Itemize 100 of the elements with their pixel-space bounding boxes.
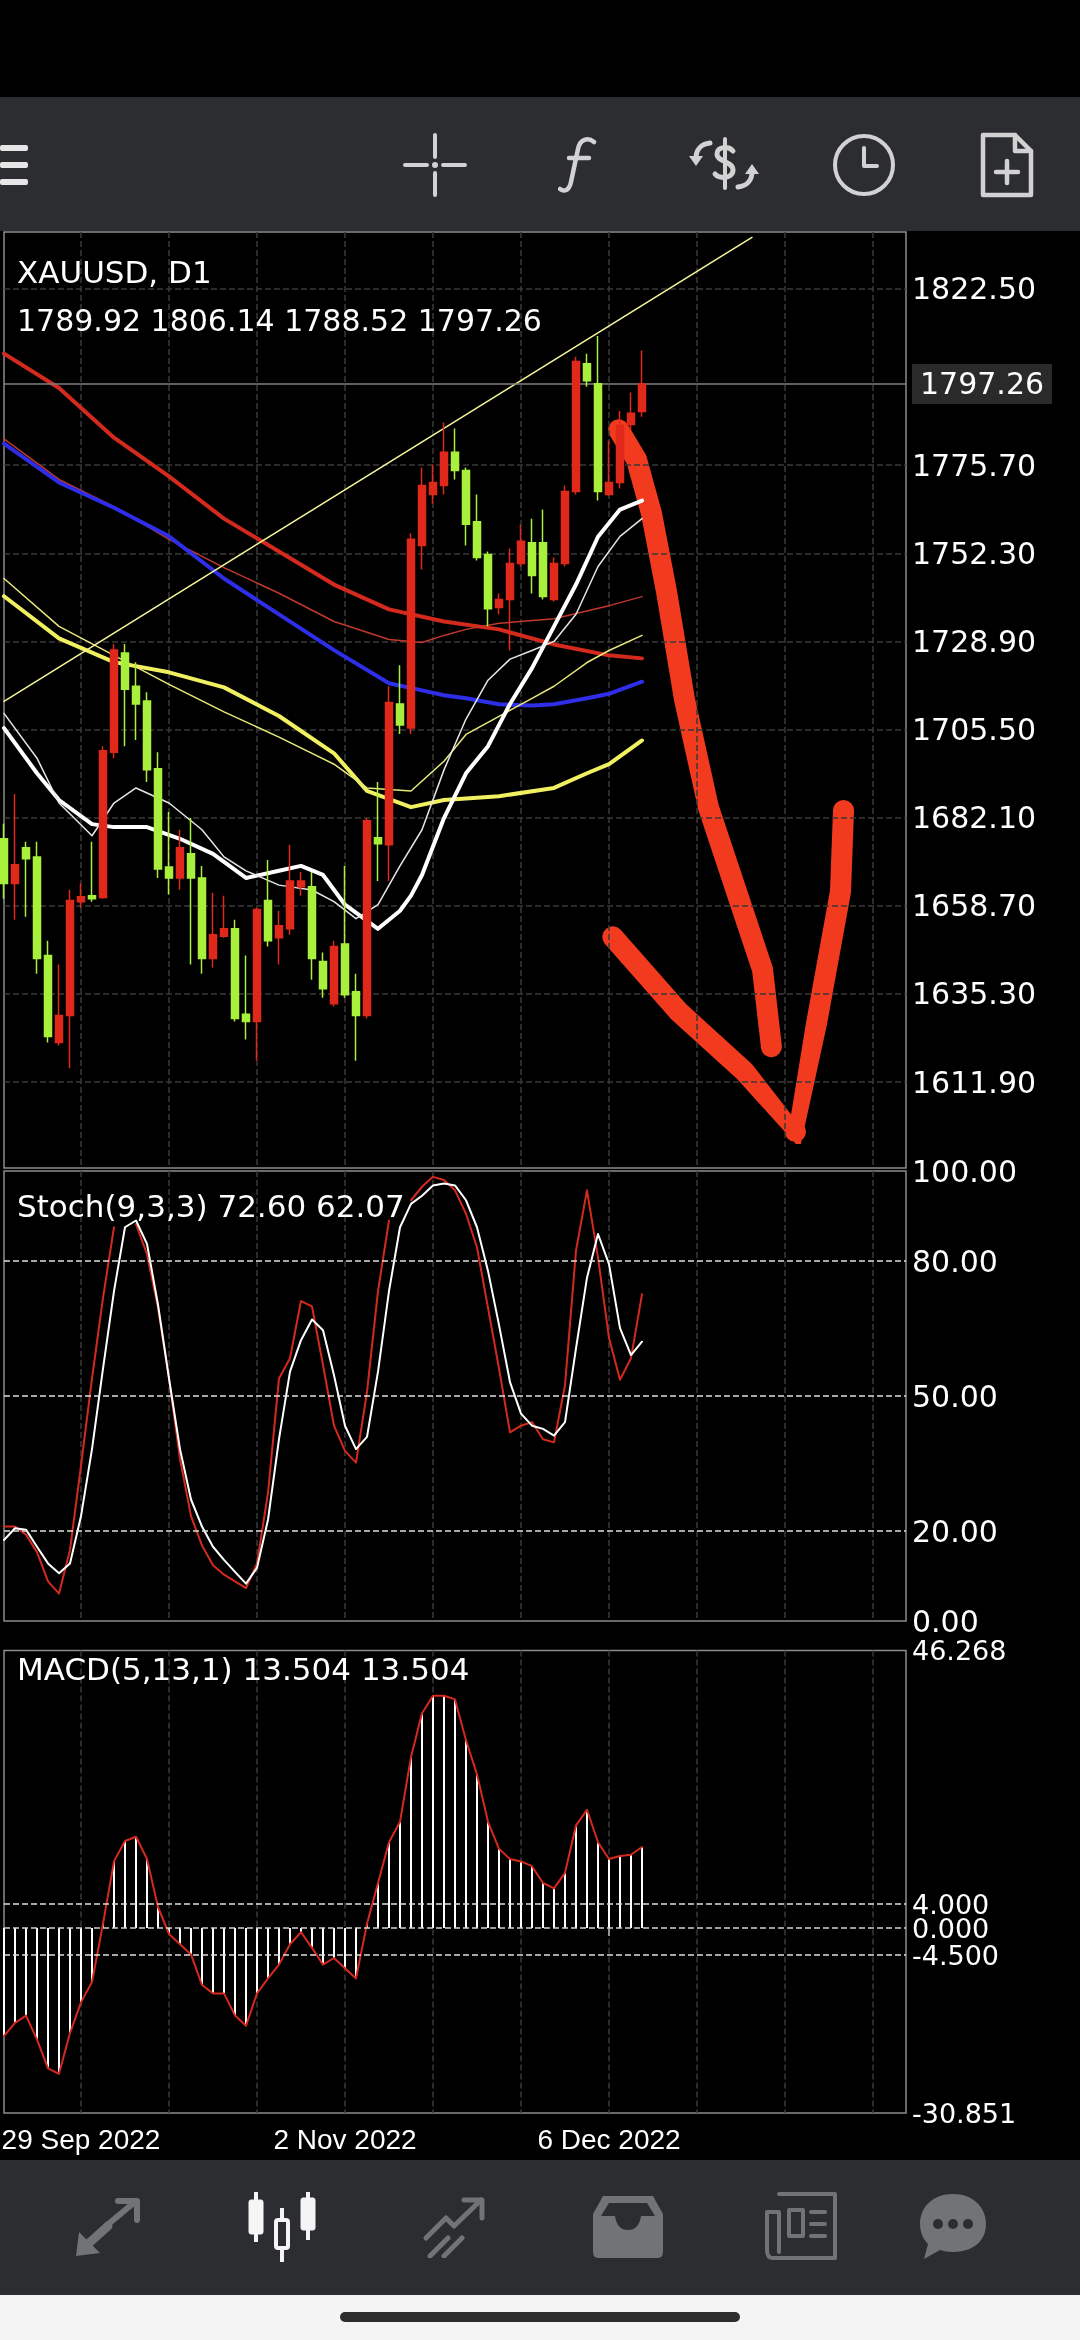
bar [388, 1842, 390, 1928]
y-tick-label: -4.500 [912, 1939, 1000, 1971]
candlestick [384, 685, 394, 882]
bar [619, 1856, 621, 1928]
bar [641, 1846, 643, 1928]
text: Stoch(9,3,3) 72.60 62.07 [17, 1187, 405, 1224]
bar [553, 1888, 555, 1928]
bar [608, 1859, 610, 1928]
candlestick [637, 349, 647, 418]
bar [91, 1928, 93, 1982]
bar [212, 1928, 214, 1994]
bar [190, 1928, 192, 1955]
bar [36, 1928, 38, 2040]
candlestick [219, 894, 229, 939]
bar [80, 1928, 82, 2003]
bar [267, 1928, 269, 1979]
candlestick [340, 865, 350, 999]
candlestick [395, 664, 405, 735]
candlestick [274, 909, 284, 966]
y-tick-label: 50.00 [912, 1378, 998, 1414]
candlestick [417, 466, 427, 571]
candlestick [538, 508, 548, 601]
x-tick-label: 6 Dec 2022 [537, 2123, 681, 2155]
bar [432, 1695, 434, 1928]
y-tick-label: 80.00 [912, 1243, 998, 1279]
bar [531, 1866, 533, 1928]
bar [69, 1928, 71, 2033]
candlestick [329, 940, 339, 1008]
candlestick [21, 841, 31, 918]
candlestick [351, 972, 361, 1062]
candlestick [43, 940, 53, 1044]
bar [487, 1821, 489, 1928]
candlestick [296, 871, 306, 897]
candlestick [615, 410, 625, 490]
line-series [2, 594, 644, 810]
candlestick [439, 421, 449, 496]
candlestick [0, 822, 9, 900]
bar [146, 1859, 148, 1928]
candlestick [197, 865, 207, 975]
bar [443, 1695, 445, 1928]
y-tick-label: 1635.30 [912, 976, 1037, 1012]
bar [135, 1836, 137, 1928]
candlestick [450, 427, 460, 481]
candlestick [109, 643, 119, 759]
y-tick-label: 1728.90 [912, 623, 1037, 659]
line-series [2, 441, 644, 708]
candlestick [505, 547, 515, 652]
candlestick [164, 811, 174, 896]
candlestick [307, 871, 317, 981]
bar [47, 1928, 49, 2069]
bar [630, 1854, 632, 1928]
bar [454, 1699, 456, 1928]
y-tick-label: 20.00 [912, 1513, 998, 1549]
candlestick [230, 919, 240, 1023]
bar [498, 1848, 500, 1928]
bar [465, 1740, 467, 1928]
bar [399, 1821, 401, 1928]
line-series [3, 577, 643, 792]
candlestick [120, 643, 130, 747]
bar [586, 1809, 588, 1928]
candlestick [593, 335, 603, 502]
bar [234, 1928, 236, 2016]
candlestick [494, 592, 504, 616]
candlestick [626, 391, 636, 431]
candlestick [571, 355, 581, 496]
candlestick [153, 751, 163, 879]
candlestick [428, 463, 438, 505]
candlestick [483, 550, 493, 628]
candlestick [604, 439, 614, 497]
y-tick-label: 1705.50 [912, 712, 1037, 748]
candlestick [285, 844, 295, 936]
bar [256, 1928, 258, 1994]
bar [564, 1872, 566, 1928]
candlestick [98, 745, 108, 900]
candlestick [461, 466, 471, 547]
bar [575, 1825, 577, 1928]
bar [58, 1928, 60, 2074]
candlestick [527, 517, 537, 595]
bar [223, 1928, 225, 1994]
candlestick [549, 556, 559, 603]
candlestick [472, 493, 482, 562]
bar [597, 1842, 599, 1928]
bar [289, 1928, 291, 1945]
candlestick [560, 484, 570, 568]
candlestick [362, 817, 372, 1020]
y-tick-label: -30.851 [912, 2097, 1017, 2129]
bar [476, 1774, 478, 1928]
candlestick [54, 963, 64, 1047]
x-tick-label: 29 Sep 2022 [1, 2123, 161, 2155]
candlestick [131, 661, 141, 741]
y-tick-label: 1752.30 [912, 535, 1037, 571]
candlestick [241, 954, 251, 1041]
text: XAUUSD, D1 [17, 253, 212, 290]
bar [201, 1928, 203, 1985]
bar [421, 1713, 423, 1928]
candlestick [175, 829, 185, 891]
y-tick-label: 1682.10 [912, 800, 1037, 836]
line-series [3, 1694, 643, 2075]
y-tick-label: 1611.90 [912, 1064, 1037, 1100]
candlestick [32, 841, 42, 975]
